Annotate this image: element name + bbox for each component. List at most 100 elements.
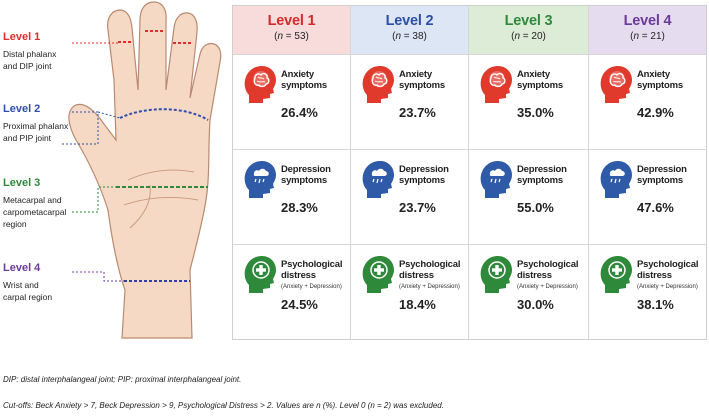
category-line2: symptoms [517,175,563,186]
category-line2: distress [281,270,316,281]
level-3-markers [72,186,208,213]
level-3-desc-line2: carpometacarpal [3,207,67,217]
sample-size-value: = 21) [639,31,665,42]
column-sample-size: (n = 38) [351,31,468,42]
level-3-desc-line3: region [3,219,27,229]
sample-size-value: = 53) [283,31,309,42]
column-title: Level 1 [267,13,316,29]
plus-head-icon [479,255,513,295]
column-sample-size: (n = 20) [469,31,588,42]
brain-head-icon [243,65,277,105]
category-line2: symptoms [399,80,445,91]
category-line2: symptoms [517,80,563,91]
plus-head-icon [599,255,633,295]
category-line2: distress [399,270,434,281]
brain-head-icon [361,65,395,105]
category-label: Anxiety symptoms [399,69,445,91]
result-cell: Anxiety symptoms 35.0% [469,54,589,149]
result-cell: Anxiety symptoms 42.9% [589,54,706,149]
level-4-description: Wrist and carpal region [3,279,52,303]
category-label: Psychological distress [399,259,460,281]
result-cell: Depression symptoms 55.0% [469,149,589,244]
hand-diagram: Level 1 Distal phalanx and DIP joint Lev… [0,0,230,345]
result-cell: Anxiety symptoms 26.4% [233,54,351,149]
category-label: Depression symptoms [637,164,687,186]
category-line1: Depression [517,164,567,175]
category-line2: symptoms [637,80,683,91]
percentage-value: 30.0% [517,297,554,312]
category-line1: Psychological [281,259,343,270]
category-label: Psychological distress [517,259,578,281]
column-header-level-3: Level 3 (n = 20) [469,6,589,54]
result-cell: Anxiety symptoms 23.7% [351,54,469,149]
category-label: Anxiety symptoms [281,69,327,91]
level-2-markers [60,108,209,145]
category-line1: Psychological [517,259,579,270]
percentage-value: 24.5% [281,297,318,312]
plus-head-icon [361,255,395,295]
category-sublabel: (Anxiety + Depression) [399,284,460,290]
level-3-label: Level 3 [3,177,41,189]
sample-size-symbol: n [277,31,284,42]
level-3-desc-line1: Metacarpal and [3,195,62,205]
category-sublabel: (Anxiety + Depression) [517,284,578,290]
level-4-desc-line2: carpal region [3,292,53,302]
palm-crease [129,184,151,229]
level-2-desc-line2: and PIP joint [3,133,52,143]
sample-size-symbol: n [514,31,521,42]
category-label: Depression symptoms [517,164,567,186]
column-sample-size: (n = 53) [233,31,350,42]
percentage-value: 26.4% [281,105,318,120]
column-header-level-4: Level 4 (n = 21) [589,6,706,54]
sample-size-open: ( [392,31,396,42]
column-header-level-1: Level 1 (n = 53) [233,6,351,54]
category-line1: Psychological [399,259,461,270]
level-2-label: Level 2 [3,103,41,115]
level-4-desc-line1: Wrist and [3,280,39,290]
brain-head-icon [599,65,633,105]
category-line1: Depression [399,164,449,175]
category-label: Depression symptoms [399,164,449,186]
level-2-desc-line1: Proximal phalanx [3,121,69,131]
category-line1: Anxiety [517,69,550,80]
sample-size-value: = 20) [520,31,546,42]
category-line1: Anxiety [281,69,314,80]
category-line2: symptoms [399,175,445,186]
column-title: Level 2 [385,13,434,29]
column-sample-size: (n = 21) [589,31,706,42]
category-sublabel: (Anxiety + Depression) [637,284,698,290]
result-cell: Depression symptoms 28.3% [233,149,351,244]
level-2-description: Proximal phalanx and PIP joint [3,120,68,144]
sample-size-open: ( [274,31,278,42]
palm-crease [127,169,195,181]
abbreviation-footnote: DIP: distal interphalangeal joint; PIP: … [3,375,242,384]
percentage-value: 47.6% [637,200,674,215]
percentage-value: 28.3% [281,200,318,215]
rain-cloud-head-icon [243,160,277,200]
category-line2: symptoms [281,175,327,186]
column-title: Level 4 [623,13,672,29]
result-cell: Depression symptoms 23.7% [351,149,469,244]
sample-size-value: = 38) [401,31,427,42]
level-1-markers [72,30,193,44]
level-4-label: Level 4 [3,262,41,274]
sample-size-open: ( [511,31,515,42]
plus-head-icon [243,255,277,295]
category-label: Depression symptoms [281,164,331,186]
result-cell: Psychological distress (Anxiety + Depressi… [233,244,351,339]
category-label: Anxiety symptoms [637,69,683,91]
category-line1: Anxiety [399,69,432,80]
result-cell: Psychological distress (Anxiety + Depressi… [589,244,706,339]
sample-size-symbol: n [395,31,402,42]
rain-cloud-head-icon [479,160,513,200]
result-cell: Depression symptoms 47.6% [589,149,706,244]
sample-size-symbol: n [633,31,640,42]
category-line2: distress [517,270,552,281]
category-line1: Depression [637,164,687,175]
category-line1: Anxiety [637,69,670,80]
category-line2: symptoms [281,80,327,91]
palm-crease [123,197,199,206]
category-line2: distress [637,270,672,281]
percentage-value: 55.0% [517,200,554,215]
percentage-value: 23.7% [399,105,436,120]
